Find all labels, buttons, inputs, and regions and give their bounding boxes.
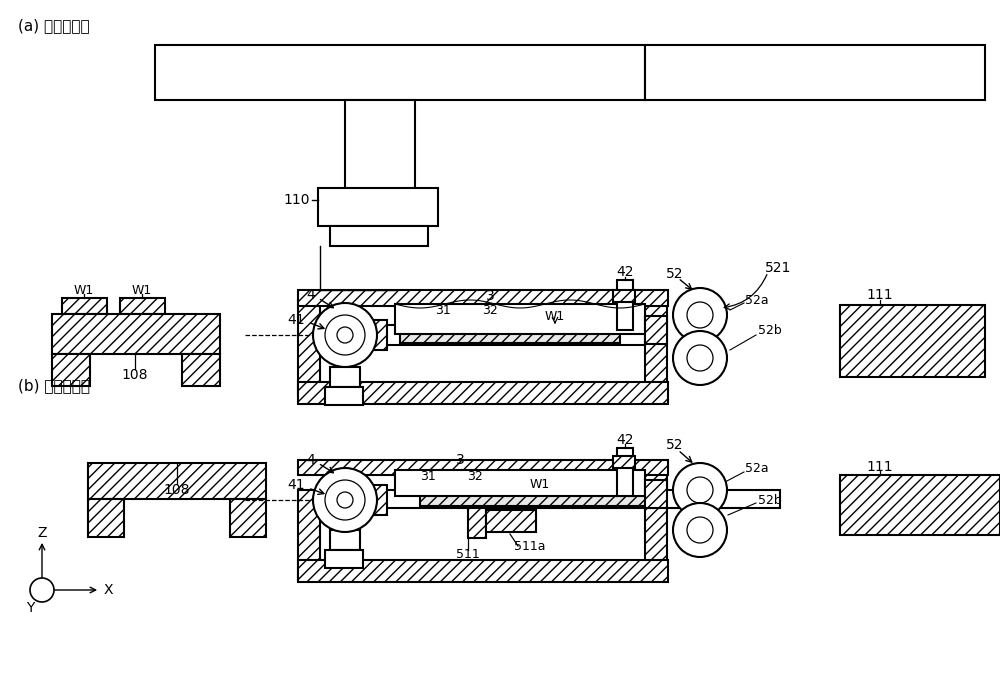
Bar [298,300,320,395]
Text: (b) 表背反转后: (b) 表背反转后 [18,378,90,393]
Bar [330,226,428,246]
Text: 42: 42 [616,265,634,279]
Bar [88,463,266,499]
Text: 511a: 511a [514,541,546,554]
Bar [613,290,635,302]
Text: 52a: 52a [745,294,769,307]
Bar [350,318,370,353]
Circle shape [337,492,353,508]
Bar [155,45,645,100]
Bar [367,485,387,515]
Bar [645,300,667,395]
Bar [395,470,645,496]
Circle shape [325,480,365,520]
Text: (a) 表背反转前: (a) 表背反转前 [18,18,90,33]
Bar [840,475,1000,535]
Text: 3: 3 [456,453,464,467]
Bar [345,100,415,200]
Circle shape [687,477,713,503]
Bar [298,382,668,404]
Text: 521: 521 [765,261,791,275]
Bar [400,327,620,343]
Bar [370,325,645,345]
Bar [420,492,665,506]
Text: 52: 52 [666,438,684,452]
Text: 52a: 52a [745,462,769,475]
Bar [52,314,220,354]
Text: 108: 108 [122,368,148,382]
Text: 511: 511 [456,548,480,561]
Circle shape [687,302,713,328]
Bar [613,456,635,468]
Circle shape [687,517,713,543]
Bar [840,305,985,377]
Text: 31: 31 [435,303,451,316]
Circle shape [687,345,713,371]
Bar [182,354,220,386]
Text: 111: 111 [867,288,893,302]
Text: 110: 110 [284,193,310,207]
Text: X: X [103,583,113,597]
Bar [88,499,124,537]
Bar [298,560,668,582]
Bar [325,550,363,568]
Text: W1: W1 [530,477,550,491]
Circle shape [325,315,365,355]
Text: W1: W1 [132,284,152,296]
Text: 52: 52 [666,267,684,281]
Bar [62,298,107,314]
Text: 41: 41 [287,478,305,492]
Circle shape [673,331,727,385]
Bar [645,45,985,100]
Text: 111: 111 [867,460,893,474]
Circle shape [313,468,377,532]
Bar [395,304,645,334]
Text: 52b: 52b [758,493,782,507]
Text: W1: W1 [545,310,565,323]
Bar [617,448,633,496]
Circle shape [337,327,353,343]
Text: 108: 108 [164,483,190,497]
Text: 31: 31 [420,470,436,482]
Text: 4: 4 [306,288,315,302]
Text: 41: 41 [287,313,305,327]
Bar [330,530,360,550]
Text: 42: 42 [616,433,634,447]
Bar [298,490,320,580]
Text: 3: 3 [486,289,494,303]
Text: 32: 32 [467,470,483,482]
Text: W1: W1 [74,284,94,296]
Bar [645,470,667,575]
Text: Z: Z [37,526,47,540]
Bar [330,367,360,387]
Circle shape [673,503,727,557]
Bar [617,280,633,330]
Bar [52,354,90,386]
Bar [120,298,165,314]
Bar [468,508,486,538]
Bar [370,490,780,508]
Bar [230,499,266,537]
Bar [486,510,536,532]
Bar [350,483,370,518]
Text: 52b: 52b [758,323,782,337]
Bar [298,460,668,475]
Bar [645,480,667,508]
Bar [318,188,438,226]
Text: 4: 4 [306,453,315,467]
Circle shape [673,463,727,517]
Bar [298,290,668,306]
Bar [645,316,667,344]
Circle shape [673,288,727,342]
Circle shape [30,578,54,602]
Text: Y: Y [26,601,34,615]
Circle shape [313,303,377,367]
Bar [367,320,387,350]
Text: 32: 32 [482,303,498,316]
Bar [325,387,363,405]
